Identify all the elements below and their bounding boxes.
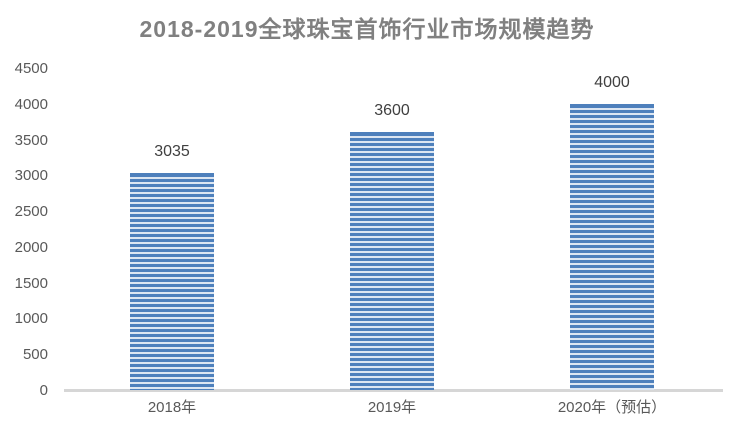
y-axis-tick-label: 4000	[14, 95, 48, 113]
bar	[130, 173, 214, 390]
x-axis-tick-label: 2018年	[147, 399, 197, 416]
x-axis-tick-label: 2019年	[367, 399, 417, 416]
y-axis-tick-label: 3000	[14, 167, 48, 185]
bar-value-label: 3035	[154, 143, 190, 160]
y-axis-tick-label: 3500	[14, 131, 48, 149]
bar-value-label: 3600	[374, 102, 410, 119]
y-axis-tick-label: 1500	[14, 274, 48, 292]
x-axis-line	[64, 389, 723, 392]
y-axis-tick-label: 0	[39, 382, 48, 399]
y-axis-tick-label: 2500	[14, 203, 48, 221]
chart-title: 2018-2019全球珠宝首饰行业市场规模趋势	[139, 16, 595, 42]
y-axis-tick-label: 500	[22, 346, 48, 364]
y-axis-tick-label: 4500	[14, 60, 48, 77]
bar-value-label: 4000	[594, 74, 630, 91]
x-axis-tick-label: 2020年（预估）	[557, 399, 667, 416]
bar	[350, 132, 434, 390]
bar	[570, 104, 654, 390]
y-axis-tick-label: 2000	[14, 238, 48, 256]
y-axis-tick-label: 1000	[14, 310, 48, 328]
